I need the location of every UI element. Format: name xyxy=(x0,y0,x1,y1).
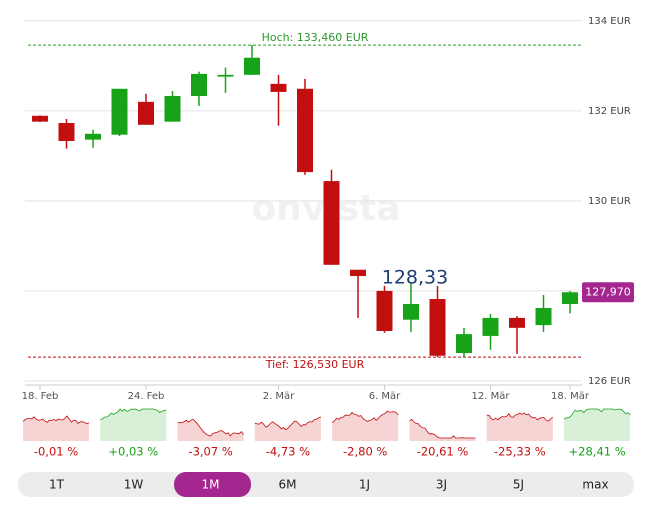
candle-body xyxy=(111,88,128,135)
period-change: +28,41 % xyxy=(569,445,626,459)
y-tick-label: 130 EUR xyxy=(588,196,631,207)
candle-body xyxy=(164,95,181,122)
period-button[interactable]: 5J xyxy=(513,478,524,492)
x-tick-label: 18. Mär xyxy=(551,391,590,402)
y-tick-label: 126 EUR xyxy=(588,376,631,387)
candle-body xyxy=(32,115,48,122)
sparkline xyxy=(100,408,167,420)
x-tick-label: 2. Mär xyxy=(263,391,295,402)
period-change: -20,61 % xyxy=(417,445,469,459)
candle-body xyxy=(191,73,207,96)
candle-body xyxy=(429,299,446,356)
sparkline-area xyxy=(100,409,167,441)
period-button[interactable]: max xyxy=(582,478,608,492)
y-tick-label: 132 EUR xyxy=(588,106,631,117)
sparkline xyxy=(254,416,322,431)
reference-label: Hoch: 133,460 EUR xyxy=(262,31,369,44)
sparkline xyxy=(409,418,476,439)
sparkline-area xyxy=(177,419,244,441)
sparkline xyxy=(177,418,244,437)
candle-body xyxy=(244,57,260,75)
candle-body xyxy=(376,290,393,331)
y-tick-label: 134 EUR xyxy=(588,16,631,27)
period-button[interactable]: 3J xyxy=(436,478,447,492)
period-change: -0,01 % xyxy=(34,445,78,459)
sparkline-area xyxy=(486,413,553,441)
candle-body xyxy=(138,101,154,125)
period-change: -25,33 % xyxy=(494,445,546,459)
sparkline-area xyxy=(332,411,399,441)
sparkline xyxy=(486,412,554,422)
hover-value: 128,33 xyxy=(382,267,448,289)
candle-body xyxy=(403,303,419,320)
period-change: -3,07 % xyxy=(188,445,232,459)
candle-body xyxy=(297,88,313,173)
period-button[interactable]: 1J xyxy=(359,478,370,492)
period-bar xyxy=(18,472,634,497)
last-price-label: 127,970 xyxy=(585,285,631,298)
candle-body xyxy=(456,334,472,354)
sparkline xyxy=(331,410,399,424)
candle-body xyxy=(323,181,340,265)
period-change: -2,80 % xyxy=(343,445,387,459)
x-tick-label: 18. Feb xyxy=(22,391,59,402)
period-button[interactable]: 1T xyxy=(49,478,65,492)
period-button[interactable]: 1M xyxy=(202,478,220,492)
sparkline xyxy=(22,415,90,425)
sparkline-area xyxy=(409,419,476,441)
x-tick-label: 6. Mär xyxy=(369,391,401,402)
last-price-badge xyxy=(582,282,634,303)
candle-body xyxy=(217,74,234,77)
candle-body xyxy=(58,122,75,142)
x-tick-label: 24. Feb xyxy=(128,391,165,402)
reference-label: Tief: 126,530 EUR xyxy=(265,358,365,371)
candle-body xyxy=(350,269,366,277)
sparkline-area xyxy=(564,409,631,441)
sparkline-area xyxy=(23,416,89,441)
candle-body xyxy=(562,292,578,304)
sparkline-area xyxy=(254,417,321,441)
candle-body xyxy=(270,83,287,92)
sparkline xyxy=(563,408,631,420)
period-change: +0,03 % xyxy=(108,445,158,459)
x-tick-label: 12. Mär xyxy=(472,391,511,402)
candle-body xyxy=(85,133,101,140)
candle-body xyxy=(482,317,499,336)
period-change: -4,73 % xyxy=(266,445,310,459)
period-button-active[interactable] xyxy=(174,472,251,497)
candle-body xyxy=(509,317,525,328)
period-button[interactable]: 1W xyxy=(124,478,144,492)
period-button[interactable]: 6M xyxy=(279,478,297,492)
candle-body xyxy=(535,308,552,326)
